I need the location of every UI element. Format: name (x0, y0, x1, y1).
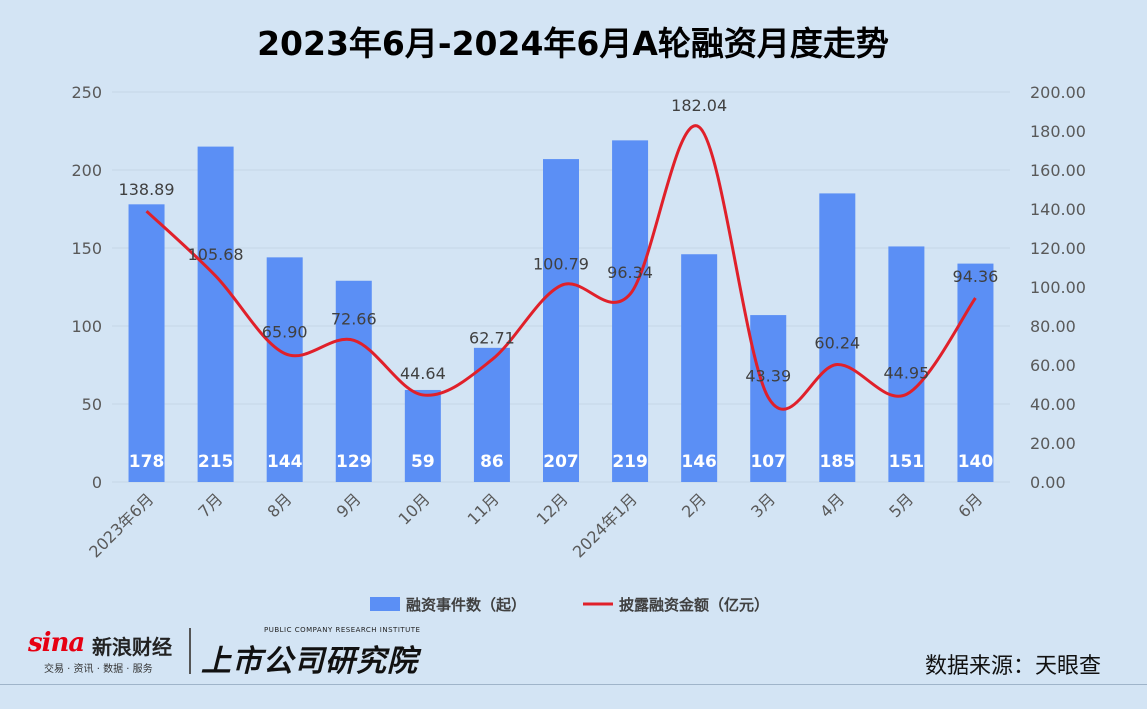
x-tick-label: 2023年6月 (85, 489, 157, 561)
bar (543, 159, 579, 482)
left-tick-label: 150 (71, 239, 102, 258)
bar-value-label: 107 (750, 452, 786, 472)
left-tick-label: 100 (71, 317, 102, 336)
line-value-label: 72.66 (331, 309, 377, 328)
right-tick-label: 200.00 (1030, 83, 1086, 102)
sina-finance-name: 新浪财经 (92, 635, 172, 659)
bar (681, 254, 718, 482)
bar (197, 146, 234, 482)
left-tick-label: 0 (92, 473, 102, 492)
legend-line-label: 披露融资金额（亿元） (619, 596, 769, 614)
bar (404, 389, 441, 482)
x-tick-label: 8月 (264, 489, 296, 521)
sina-slogan: 交易 · 资讯 · 数据 · 服务 (44, 664, 153, 675)
research-institute-en: PUBLIC COMPANY RESEARCH INSTITUTE (264, 626, 421, 634)
bar-value-label: 144 (267, 452, 303, 472)
right-tick-label: 20.00 (1030, 434, 1076, 453)
x-tick-label: 2月 (678, 489, 710, 521)
x-tick-label: 2024年1月 (569, 489, 641, 561)
data-source: 数据来源：天眼查 (924, 654, 1101, 679)
bar (612, 140, 649, 483)
line-value-label: 60.24 (814, 334, 860, 353)
bottom-rule (0, 684, 1147, 685)
right-tick-label: 0.00 (1030, 473, 1066, 492)
research-institute-logo: 上市公司研究院 (201, 644, 418, 679)
x-tick-label: 10月 (395, 489, 434, 528)
right-tick-label: 140.00 (1030, 200, 1086, 219)
left-tick-label: 50 (82, 395, 102, 414)
bar-value-label: 129 (336, 452, 372, 472)
line-value-label: 105.68 (188, 245, 244, 264)
left-tick-label: 250 (71, 83, 102, 102)
line-value-label: 44.64 (400, 364, 446, 383)
x-tick-label: 9月 (333, 489, 365, 521)
line-value-label: 43.39 (745, 366, 791, 385)
amount-line (145, 124, 977, 411)
bar-value-label: 140 (958, 452, 994, 472)
legend-bar-label: 融资事件数（起） (406, 596, 526, 614)
bar-value-label: 86 (480, 452, 504, 472)
legend: 融资事件数（起） 披露融资金额（亿元） (370, 596, 769, 614)
bar-labels: 178 215 144 129 59 86 207 219 146 107 185 151 140 (129, 452, 994, 472)
bar-value-label: 215 (198, 452, 234, 472)
right-tick-label: 120.00 (1030, 239, 1086, 258)
line-value-label: 100.79 (533, 254, 589, 273)
line-value-label: 62.71 (469, 329, 515, 348)
legend-bar-swatch (370, 597, 400, 611)
line-labels: 138.89 105.68 65.90 72.66 44.64 62.71 100.79 96… (119, 96, 999, 385)
bar-value-label: 219 (612, 452, 648, 472)
left-y-axis: 0 50 100 150 200 250 (71, 83, 102, 492)
x-tick-label: 7月 (194, 489, 226, 521)
chart-title: 2023年6月-2024年6月A轮融资月度走势 (257, 24, 889, 63)
right-y-axis: 0.00 20.00 40.00 60.00 80.00 100.00 120.00 140.… (1030, 83, 1086, 492)
right-tick-label: 80.00 (1030, 317, 1076, 336)
bar (128, 204, 165, 482)
line-value-label: 138.89 (119, 180, 175, 199)
bar (957, 263, 994, 482)
bar (819, 193, 856, 482)
left-tick-label: 200 (71, 161, 102, 180)
bar-value-label: 146 (681, 452, 717, 472)
bar-value-label: 151 (889, 452, 925, 472)
line-value-label: 96.34 (607, 263, 653, 282)
right-tick-label: 160.00 (1030, 161, 1086, 180)
bar-value-label: 207 (543, 452, 579, 472)
bar (266, 257, 303, 482)
bar (888, 246, 925, 482)
right-tick-label: 180.00 (1030, 122, 1086, 141)
line-value-label: 94.36 (953, 267, 999, 286)
bar-series (128, 140, 994, 483)
sina-logo-text: sina (28, 628, 85, 658)
x-tick-label: 3月 (747, 489, 779, 521)
x-tick-label: 11月 (464, 489, 503, 528)
line-value-label: 182.04 (671, 96, 727, 115)
right-tick-label: 100.00 (1030, 278, 1086, 297)
x-tick-label: 5月 (885, 489, 917, 521)
x-tick-label: 6月 (954, 489, 986, 521)
bar-value-label: 59 (411, 452, 435, 472)
right-tick-label: 40.00 (1030, 395, 1076, 414)
footer-divider (189, 628, 191, 674)
line-value-label: 44.95 (883, 363, 929, 382)
x-tick-label: 4月 (816, 489, 848, 521)
line-series (145, 124, 977, 411)
line-value-label: 65.90 (262, 322, 308, 341)
right-tick-label: 60.00 (1030, 356, 1076, 375)
bar-value-label: 178 (129, 452, 165, 472)
bar-value-label: 185 (820, 452, 856, 472)
bar (335, 280, 372, 482)
x-tick-label: 12月 (533, 489, 572, 528)
